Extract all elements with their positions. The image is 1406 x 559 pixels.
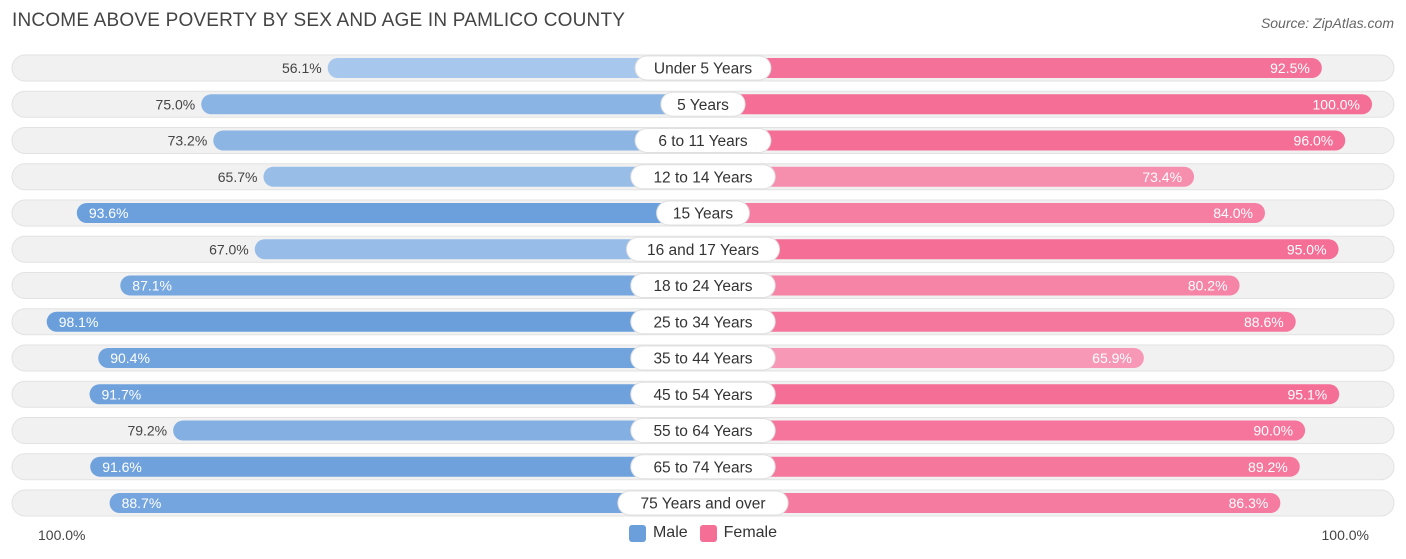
value-label-male: 88.7% (122, 495, 162, 511)
bar-female[interactable] (703, 348, 1144, 368)
value-label-female: 90.0% (1253, 423, 1293, 439)
bar-chart: 56.1% 92.5% Under 5 Years 75.0% 100.0% 5 Year… (11, 54, 1395, 517)
category-pill (634, 128, 772, 153)
bar-female[interactable] (703, 94, 1372, 115)
bar-male[interactable] (327, 58, 703, 78)
category-pill (630, 418, 776, 443)
value-label-male: 91.6% (102, 459, 142, 475)
value-label-male: 93.6% (89, 205, 129, 221)
bar-male[interactable] (120, 275, 703, 296)
value-label-female: 65.9% (1092, 350, 1132, 366)
legend-swatch-male (628, 524, 646, 542)
value-label-female: 92.5% (1270, 60, 1310, 76)
category-label: 45 to 54 Years (653, 387, 752, 404)
category-label: 55 to 64 Years (653, 423, 752, 440)
bar-female[interactable] (703, 239, 1339, 260)
value-label-male: 79.2% (127, 423, 167, 439)
axis-label-right: 100.0% (1321, 527, 1369, 543)
category-label: 15 Years (673, 206, 734, 223)
bar-female[interactable] (703, 58, 1322, 78)
bar-female[interactable] (703, 456, 1300, 477)
legend-item-male[interactable]: Male (628, 524, 688, 542)
category-label: 25 to 34 Years (653, 314, 752, 331)
category-label: 12 to 14 Years (653, 169, 752, 186)
chart-title: INCOME ABOVE POVERTY BY SEX AND AGE IN P… (12, 10, 626, 31)
bar-female[interactable] (703, 203, 1265, 223)
value-label-male: 56.1% (282, 60, 322, 76)
bar-female[interactable] (703, 384, 1340, 405)
value-label-female: 84.0% (1213, 205, 1253, 221)
value-label-male: 65.7% (218, 169, 258, 185)
bar-female[interactable] (703, 130, 1346, 151)
category-label: 18 to 24 Years (653, 278, 752, 295)
bar-male[interactable] (254, 239, 703, 260)
category-label: 16 and 17 Years (647, 242, 759, 259)
category-pill (634, 55, 772, 81)
bar-female[interactable] (703, 166, 1195, 187)
value-label-male: 73.2% (168, 133, 208, 149)
legend-label-male: Male (652, 524, 688, 541)
category-pill (630, 273, 776, 298)
category-pill (626, 236, 780, 262)
bar-male[interactable] (263, 166, 703, 187)
category-label: 6 to 11 Years (658, 133, 748, 150)
category-label: Under 5 Years (654, 61, 752, 78)
value-label-female: 95.1% (1288, 386, 1328, 402)
value-label-male: 90.4% (110, 350, 150, 366)
value-label-male: 87.1% (132, 278, 172, 294)
category-pill (660, 91, 746, 117)
value-label-female: 95.0% (1287, 241, 1327, 257)
value-label-female: 73.4% (1142, 169, 1182, 185)
category-pill (617, 490, 789, 516)
bar-male[interactable] (76, 203, 704, 223)
category-label: 5 Years (677, 97, 729, 114)
bar-female[interactable] (703, 493, 1281, 513)
category-pill (630, 454, 776, 480)
value-label-male: 75.0% (156, 96, 196, 112)
category-label: 35 to 44 Years (653, 351, 752, 368)
bar-male[interactable] (46, 311, 703, 332)
value-label-female: 96.0% (1294, 133, 1334, 149)
bar-male[interactable] (90, 456, 704, 477)
value-label-female: 88.6% (1244, 314, 1284, 330)
bar-male[interactable] (89, 384, 704, 405)
category-pill (630, 164, 776, 190)
value-label-male: 67.0% (209, 241, 249, 257)
value-label-female: 100.0% (1313, 96, 1360, 112)
category-pill (656, 200, 750, 226)
legend-label-female: Female (723, 524, 778, 541)
bar-female[interactable] (703, 420, 1306, 441)
value-label-female: 86.3% (1229, 495, 1269, 511)
legend: Male Female (0, 524, 1406, 542)
category-label: 75 Years and over (641, 496, 766, 513)
bar-male[interactable] (173, 420, 704, 441)
category-pill (630, 381, 776, 407)
category-pill (630, 309, 776, 335)
value-label-female: 80.2% (1188, 278, 1228, 294)
bar-male[interactable] (213, 130, 704, 151)
axis-label-left: 100.0% (38, 527, 86, 543)
value-label-male: 91.7% (102, 386, 142, 402)
value-label-female: 89.2% (1248, 459, 1288, 475)
value-label-male: 98.1% (59, 314, 99, 330)
bar-female[interactable] (703, 311, 1296, 332)
bar-male[interactable] (201, 94, 703, 115)
legend-item-female[interactable]: Female (699, 524, 778, 542)
category-pill (630, 345, 776, 371)
bar-female[interactable] (703, 275, 1240, 296)
bar-male[interactable] (98, 348, 703, 368)
legend-swatch-female (699, 524, 717, 542)
category-label: 65 to 74 Years (653, 459, 752, 476)
bar-male[interactable] (109, 493, 704, 513)
source-label: Source: ZipAtlas.com (1260, 15, 1394, 31)
